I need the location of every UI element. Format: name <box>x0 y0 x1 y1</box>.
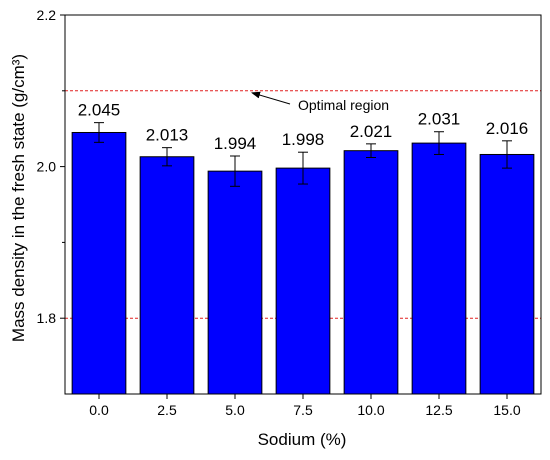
error-bar-10.0 <box>366 143 376 159</box>
bar-15.0 <box>479 153 535 395</box>
bar-0.0 <box>71 131 127 395</box>
data-label-2.5: 2.013 <box>146 126 189 145</box>
data-label-12.5: 2.031 <box>418 110 461 129</box>
x-tick-label-12.5: 12.5 <box>425 402 452 418</box>
x-tick-label-2.5: 2.5 <box>157 402 177 418</box>
annotation-text: Optimal region <box>298 97 389 113</box>
x-tick-label-5.0: 5.0 <box>225 402 245 418</box>
bar-12.5 <box>411 142 467 395</box>
data-label-7.5: 1.998 <box>282 130 325 149</box>
bar-2.5 <box>139 156 195 395</box>
data-label-0.0: 2.045 <box>78 101 121 120</box>
y-tick-label-2.2: 2.2 <box>37 7 57 23</box>
bar-10.0 <box>343 150 399 395</box>
plot-area: 2.045 2.013 1.994 1.998 2.021 2.031 2.016 1.8 2.… <box>37 7 542 418</box>
bar-5.0 <box>207 170 263 395</box>
x-tick-label-0.0: 0.0 <box>89 402 109 418</box>
data-label-15.0: 2.016 <box>486 119 529 138</box>
data-label-5.0: 1.994 <box>214 134 257 153</box>
error-bar-7.5 <box>298 151 308 185</box>
x-tick-label-7.5: 7.5 <box>293 402 313 418</box>
bar-7.5 <box>275 167 331 395</box>
error-bar-12.5 <box>434 131 444 155</box>
error-bar-15.0 <box>502 140 512 169</box>
error-bar-2.5 <box>162 147 172 167</box>
y-axis-title: Mass density in the fresh state (g/cm³) <box>9 54 28 342</box>
error-bar-0.0 <box>94 122 104 143</box>
annotation-arrow <box>251 91 291 105</box>
data-label-10.0: 2.021 <box>350 122 393 141</box>
error-bar-5.0 <box>230 155 240 187</box>
y-tick-label-1.8: 1.8 <box>37 310 57 326</box>
x-tick-label-15.0: 15.0 <box>493 402 520 418</box>
x-tick-label-10.0: 10.0 <box>357 402 384 418</box>
y-tick-label-2: 2.0 <box>37 159 57 175</box>
x-axis-title: Sodium (%) <box>258 430 347 449</box>
